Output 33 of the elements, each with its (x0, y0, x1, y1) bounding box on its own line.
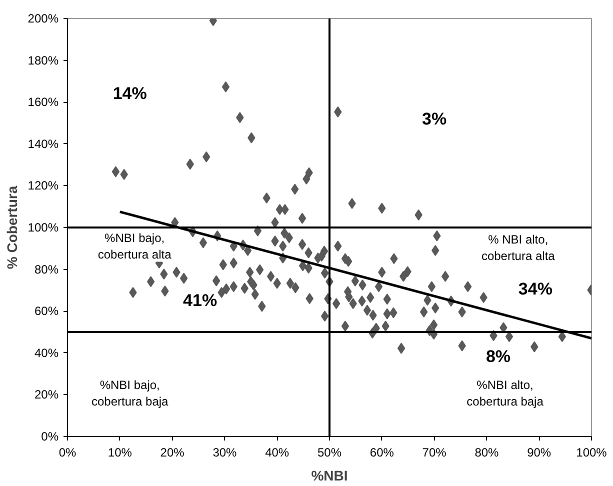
annotation: %NBI alto, cobertura baja (466, 378, 544, 409)
y-tick-label: 40% (34, 346, 59, 360)
annotation: 34% (518, 279, 552, 298)
annotation: %NBI bajo, cobertura baja (92, 378, 169, 409)
y-tick-label: 160% (28, 95, 59, 110)
x-tick-label: 30% (212, 446, 238, 460)
y-tick-label: 140% (28, 136, 59, 151)
annotation: 14% (112, 84, 147, 104)
x-tick-label: 10% (108, 446, 132, 460)
x-tick-label: 100% (576, 446, 608, 460)
y-axis-title: % Cobertura (4, 186, 20, 270)
x-tick-label: 40% (265, 446, 290, 460)
x-tick-label: 60% (370, 446, 394, 460)
x-tick-label: 80% (474, 446, 500, 460)
x-tick-label: 90% (527, 446, 552, 460)
annotation: 3% (422, 109, 447, 128)
y-tick-label: 120% (28, 178, 59, 193)
x-tick-label: 20% (160, 446, 185, 460)
annotation: 8% (486, 347, 511, 366)
annotation: % NBI alto, cobertura alta (481, 232, 556, 264)
y-tick-label: 180% (28, 53, 59, 68)
y-tick-label: 80% (34, 262, 59, 276)
x-axis-title: %NBI (311, 468, 348, 484)
y-tick-label: 20% (34, 388, 59, 402)
y-tick-label: 200% (28, 12, 59, 26)
x-tick-label: 0% (58, 446, 76, 460)
x-tick-label: 70% (422, 446, 447, 460)
y-tick-label: 60% (34, 304, 59, 318)
y-tick-label: 100% (28, 220, 59, 234)
y-tick-label: 0% (41, 430, 59, 444)
annotation: %NBI bajo, cobertura alta (98, 230, 172, 262)
annotation: 41% (183, 291, 218, 310)
x-tick-label: 50% (317, 446, 342, 460)
